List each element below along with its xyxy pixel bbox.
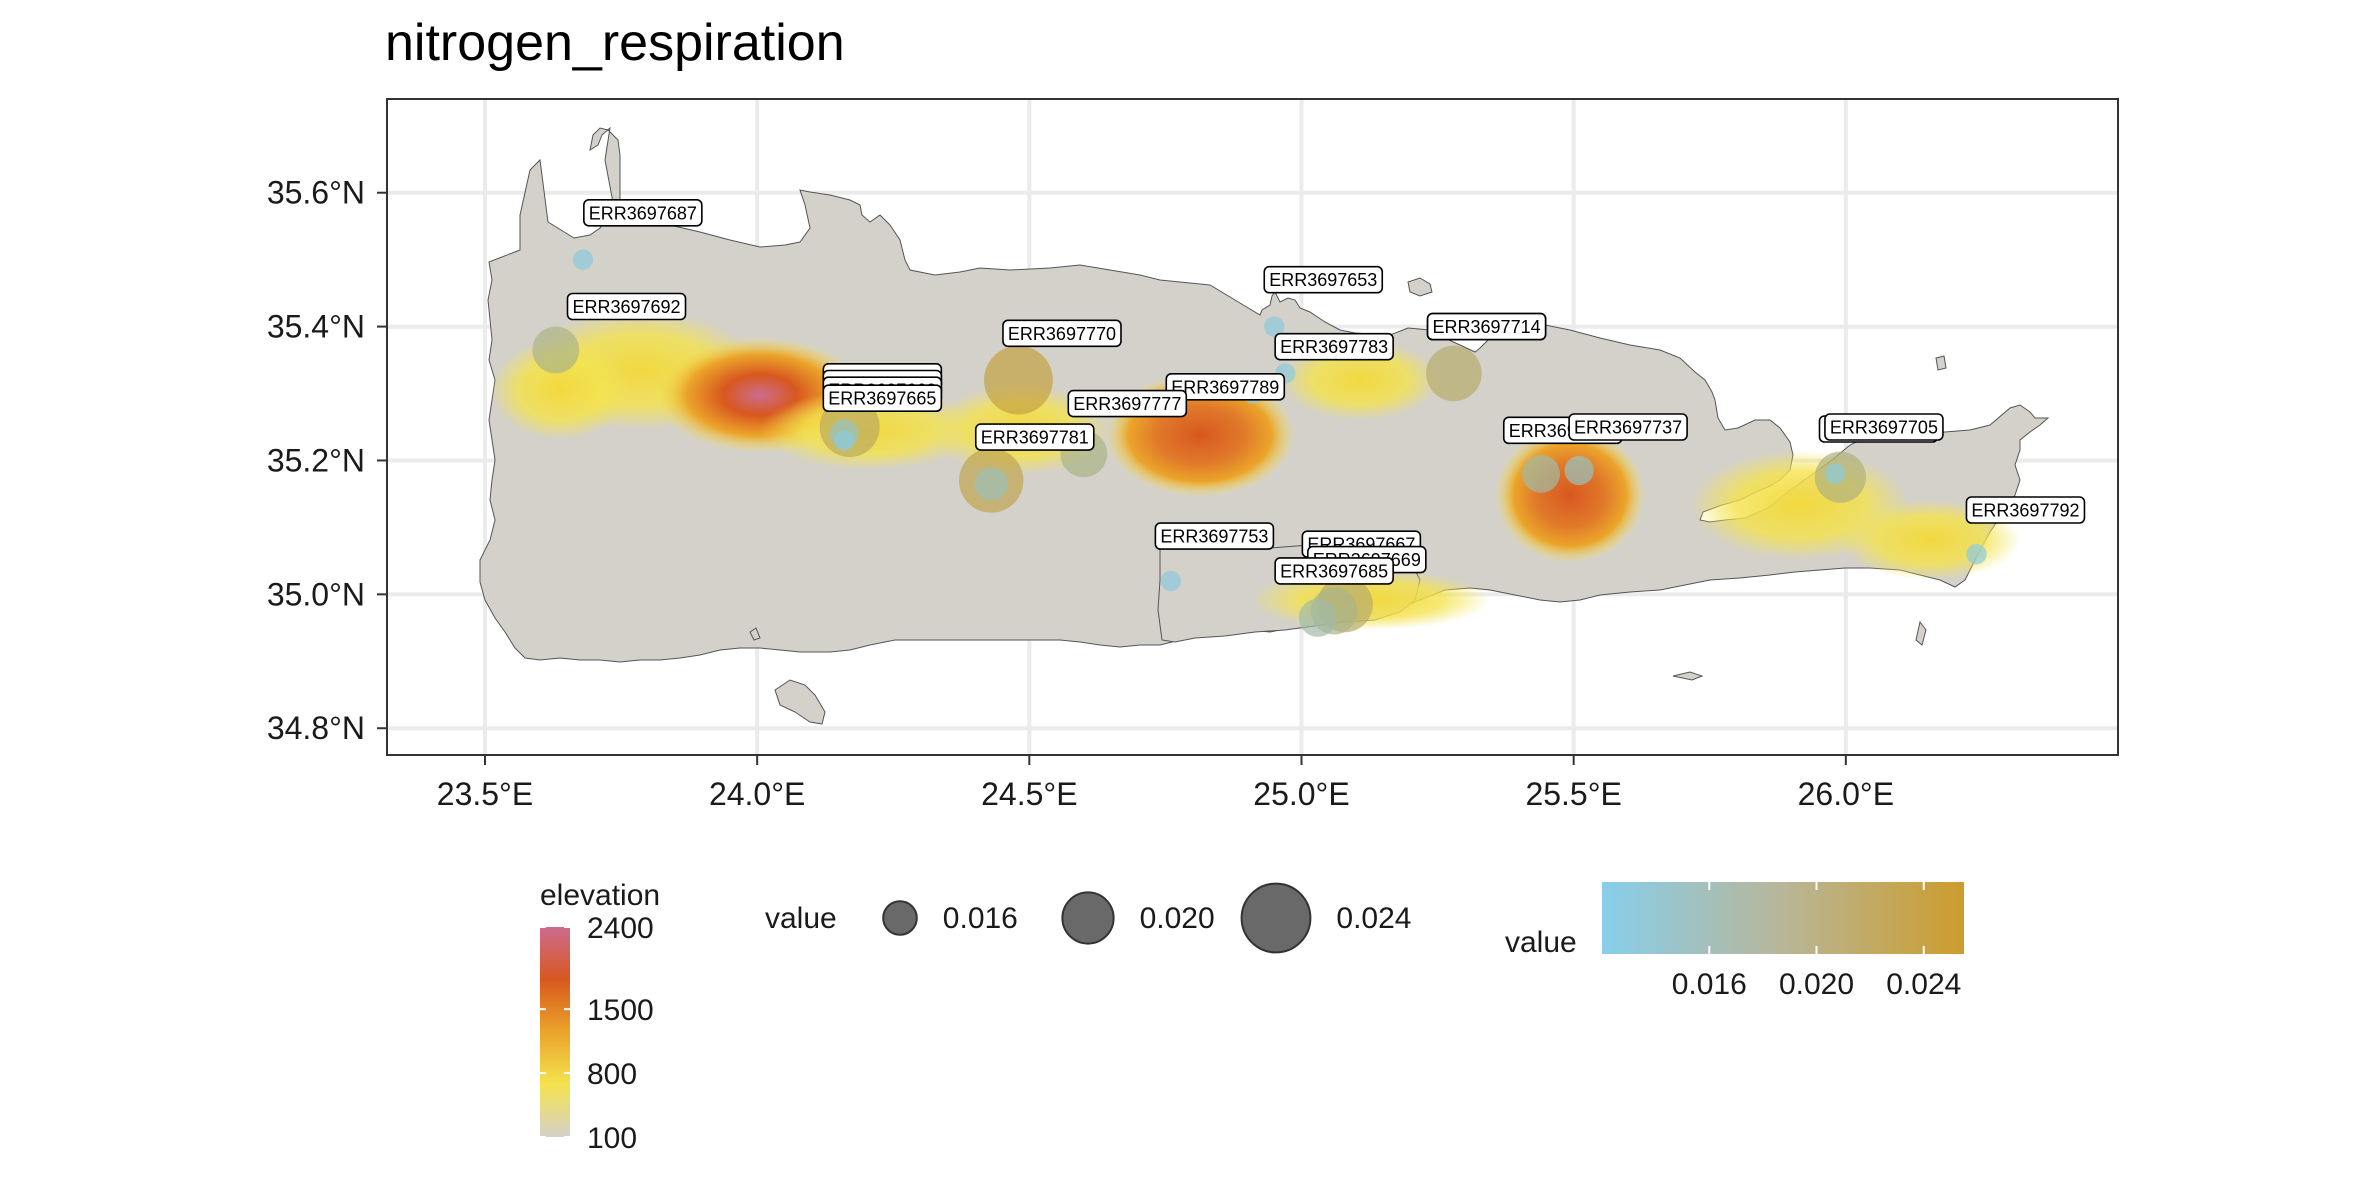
y-tick-label: 35.6°N <box>267 175 365 211</box>
sample-point[interactable] <box>1824 463 1846 485</box>
panel-border <box>386 98 2119 756</box>
elevation-legend: elevation 2400 1500 800 100 <box>540 879 660 1155</box>
color-break-label: 0.016 <box>1672 968 1747 1001</box>
sample-label: ERR3697714 <box>1426 312 1547 341</box>
sample-point[interactable] <box>1564 455 1594 486</box>
sample-points <box>532 249 1987 637</box>
y-tick-label: 35.0°N <box>267 576 365 612</box>
size-key-circle <box>882 900 918 936</box>
svg-text:ERR3697653: ERR3697653 <box>1269 270 1377 290</box>
svg-text:ERR3697692: ERR3697692 <box>572 297 680 317</box>
plot-title: nitrogen_respiration <box>385 14 845 72</box>
sample-label: ERR3697692 <box>566 292 687 321</box>
x-tick-label: 25.5°E <box>1525 776 1621 812</box>
sample-point[interactable] <box>572 249 594 270</box>
sample-point[interactable] <box>1522 454 1560 493</box>
sample-label: ERR3697705 <box>1824 413 1944 441</box>
svg-text:ERR3697753: ERR3697753 <box>1160 527 1268 547</box>
sample-point[interactable] <box>1264 316 1285 337</box>
svg-text:ERR3697714: ERR3697714 <box>1433 317 1541 337</box>
gaidouronisi-island <box>749 627 761 641</box>
x-tick-label: 24.5°E <box>981 776 1077 812</box>
sample-point[interactable] <box>834 430 855 451</box>
size-break-label: 0.016 <box>943 902 1018 935</box>
sample-label: ERR3697685 <box>1274 557 1394 585</box>
svg-text:ERR3697792: ERR3697792 <box>1971 501 2079 521</box>
size-break-label: 0.020 <box>1140 902 1215 935</box>
chrysi-island <box>1672 671 1704 681</box>
sample-point[interactable] <box>1966 543 1987 565</box>
y-tick-label: 34.8°N <box>267 710 365 746</box>
sample-label: ERR3697789 <box>1165 373 1286 401</box>
size-break-label: 0.024 <box>1336 902 1411 935</box>
y-axis: 34.8°N 35.0°N 35.2°N 35.4°N 35.6°N <box>267 175 387 746</box>
x-tick-label: 26.0°E <box>1798 776 1894 812</box>
color-break-label: 0.024 <box>1886 968 1961 1001</box>
sample-label: ERR3697653 <box>1263 265 1384 294</box>
elevation-legend-title: elevation <box>540 879 660 912</box>
size-key-circle <box>1061 891 1115 945</box>
sample-point[interactable] <box>974 467 1009 501</box>
color-legend: value 0.016 0.020 0.024 <box>1505 882 1964 1001</box>
sample-point[interactable] <box>1298 598 1337 637</box>
svg-text:ERR3697737: ERR3697737 <box>1574 418 1682 438</box>
elevation-break-label: 800 <box>587 1058 637 1091</box>
sample-label: ERR3697781 <box>974 423 1095 451</box>
elevation-break-label: 100 <box>587 1122 637 1155</box>
sample-label: ERR3697687 <box>583 198 703 227</box>
x-axis: 23.5°E 24.0°E 24.5°E 25.0°E 25.5°E 26.0°E <box>437 755 1894 812</box>
color-legend-title: value <box>1505 926 1577 959</box>
sample-label: ERR3697753 <box>1154 522 1275 550</box>
sample-point[interactable] <box>1160 570 1182 592</box>
size-legend: value 0.016 0.020 0.024 <box>765 882 1411 954</box>
y-tick-label: 35.2°N <box>267 442 365 478</box>
svg-text:ERR3697770: ERR3697770 <box>1008 324 1116 344</box>
sample-label: ERR3697792 <box>1965 496 2086 524</box>
svg-text:ERR3697687: ERR3697687 <box>589 203 697 223</box>
svg-text:ERR3697783: ERR3697783 <box>1280 337 1388 357</box>
color-break-label: 0.020 <box>1779 968 1854 1001</box>
sample-label: ERR3697770 <box>1002 319 1122 348</box>
svg-text:ERR3697789: ERR3697789 <box>1171 377 1279 397</box>
sample-label: ERR3697737 <box>1568 413 1688 441</box>
kasos-islet <box>1915 620 1927 646</box>
x-tick-label: 25.0°E <box>1253 776 1349 812</box>
svg-text:ERR3697777: ERR3697777 <box>1073 394 1181 414</box>
size-key-circle <box>1240 882 1312 954</box>
elevation-break-label: 1500 <box>587 994 654 1027</box>
elevation-break-label: 2400 <box>587 912 654 945</box>
dionysades-islet <box>1935 355 1947 371</box>
dia-island <box>1407 277 1433 297</box>
value-colorbar <box>1602 882 1964 954</box>
svg-text:ERR3697685: ERR3697685 <box>1280 561 1388 581</box>
hill-west-2 <box>490 340 630 440</box>
elevation-colorbar <box>540 927 570 1137</box>
svg-text:ERR3697705: ERR3697705 <box>1830 418 1938 438</box>
mountain-dikti <box>1495 427 1645 563</box>
sample-label: ERR3697665 <box>822 384 943 413</box>
y-tick-label: 35.4°N <box>267 309 365 345</box>
map-panel: ERR3697687 ERR3697692 ERR3697770 ERR3697653… <box>386 98 2119 756</box>
svg-text:ERR3697665: ERR3697665 <box>828 389 936 409</box>
sample-point[interactable] <box>1426 345 1482 402</box>
gavdos-island <box>774 679 826 725</box>
size-legend-title: value <box>765 902 837 935</box>
sample-point[interactable] <box>532 326 580 374</box>
x-tick-label: 24.0°E <box>709 776 805 812</box>
sample-point[interactable] <box>984 345 1053 415</box>
svg-text:ERR3697781: ERR3697781 <box>981 428 1089 448</box>
sample-label: ERR3697777 <box>1067 389 1188 418</box>
x-tick-label: 23.5°E <box>437 776 533 812</box>
sample-label: ERR3697783 <box>1274 332 1394 361</box>
sample-labels: ERR3697687 ERR3697692 ERR3697770 ERR3697653… <box>566 198 2086 585</box>
